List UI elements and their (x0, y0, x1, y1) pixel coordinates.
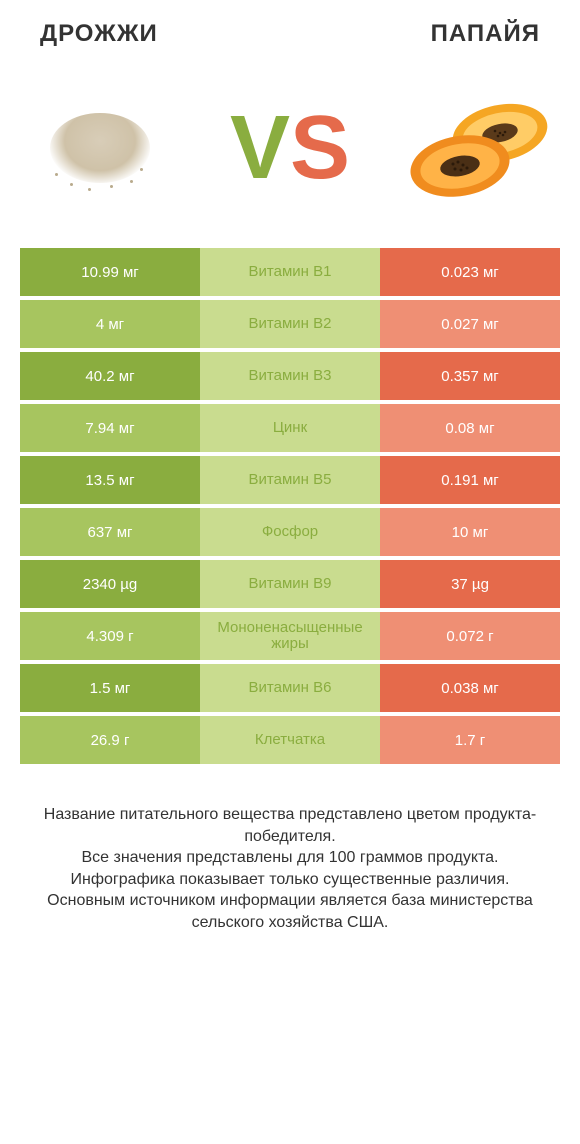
nutrient-label: Витамин B5 (200, 456, 380, 504)
right-value: 0.08 мг (380, 404, 560, 452)
right-value: 0.038 мг (380, 664, 560, 712)
footnote: Название питательного вещества представл… (0, 804, 580, 954)
left-value: 10.99 мг (20, 248, 200, 296)
header: ДРОЖЖИ ПАПАЙЯ (0, 0, 580, 58)
left-product-title: ДРОЖЖИ (40, 20, 158, 48)
left-value: 1.5 мг (20, 664, 200, 712)
nutrient-label: Витамин B6 (200, 664, 380, 712)
nutrient-label: Витамин B9 (200, 560, 380, 608)
table-row: 7.94 мгЦинк0.08 мг (20, 404, 560, 452)
table-row: 637 мгФосфор10 мг (20, 508, 560, 556)
right-value: 37 µg (380, 560, 560, 608)
nutrient-label: Витамин B1 (200, 248, 380, 296)
left-value: 7.94 мг (20, 404, 200, 452)
footnote-line: Инфографика показывает только существенн… (20, 869, 560, 891)
footnote-line: Название питательного вещества представл… (20, 804, 560, 847)
right-value: 0.023 мг (380, 248, 560, 296)
right-product-title: ПАПАЙЯ (431, 20, 540, 48)
left-value: 2340 µg (20, 560, 200, 608)
left-value: 26.9 г (20, 716, 200, 764)
left-value: 637 мг (20, 508, 200, 556)
hero-row: VS (0, 58, 580, 248)
table-row: 2340 µgВитамин B937 µg (20, 560, 560, 608)
nutrient-label: Мононенасыщенные жиры (200, 612, 380, 660)
table-row: 4.309 гМононенасыщенные жиры0.072 г (20, 612, 560, 660)
right-value: 0.027 мг (380, 300, 560, 348)
left-value: 4.309 г (20, 612, 200, 660)
papaya-icon (405, 88, 555, 208)
table-row: 13.5 мгВитамин B50.191 мг (20, 456, 560, 504)
right-value: 0.072 г (380, 612, 560, 660)
right-value: 0.191 мг (380, 456, 560, 504)
vs-label: VS (230, 103, 350, 193)
vs-s: S (290, 103, 350, 193)
table-row: 40.2 мгВитамин B30.357 мг (20, 352, 560, 400)
nutrient-label: Витамин B2 (200, 300, 380, 348)
left-value: 13.5 мг (20, 456, 200, 504)
right-value: 1.7 г (380, 716, 560, 764)
nutrient-label: Цинк (200, 404, 380, 452)
footnote-line: Основным источником информации является … (20, 890, 560, 933)
table-row: 1.5 мгВитамин B60.038 мг (20, 664, 560, 712)
comparison-table: 10.99 мгВитамин B10.023 мг4 мгВитамин B2… (20, 248, 560, 764)
nutrient-label: Витамин B3 (200, 352, 380, 400)
yeast-icon (40, 88, 160, 208)
vs-v: V (230, 103, 290, 193)
right-value: 10 мг (380, 508, 560, 556)
nutrient-label: Клетчатка (200, 716, 380, 764)
right-value: 0.357 мг (380, 352, 560, 400)
table-row: 10.99 мгВитамин B10.023 мг (20, 248, 560, 296)
table-row: 26.9 гКлетчатка1.7 г (20, 716, 560, 764)
left-value: 4 мг (20, 300, 200, 348)
left-product-image (20, 68, 180, 228)
nutrient-label: Фосфор (200, 508, 380, 556)
left-value: 40.2 мг (20, 352, 200, 400)
right-product-image (400, 68, 560, 228)
footnote-line: Все значения представлены для 100 граммо… (20, 847, 560, 869)
table-row: 4 мгВитамин B20.027 мг (20, 300, 560, 348)
